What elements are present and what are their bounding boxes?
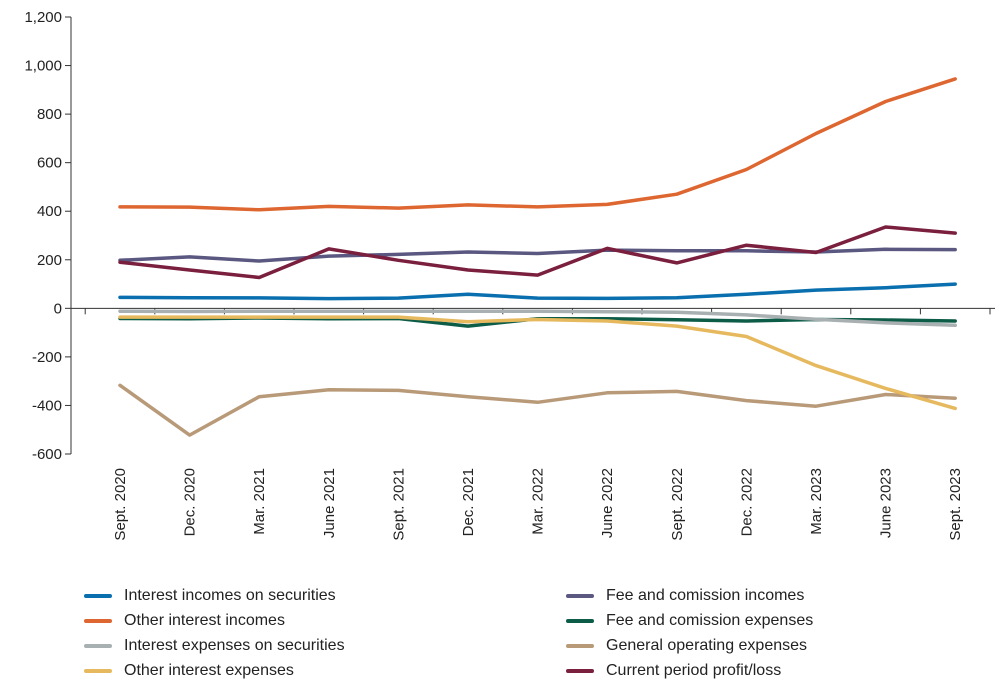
legend-item-fee-comission-expenses: Fee and comission expenses — [566, 610, 813, 632]
line-chart: 1,200 1,000 800 600 400 200 0 -200 -400 -600 Sept… — [24, 9, 995, 541]
legend-item-interest-expenses-securities: Interest expenses on securities — [84, 635, 345, 657]
legend-item-general-operating-expenses: General operating expenses — [566, 635, 807, 657]
series-line-other-interest-incomes — [118, 77, 957, 212]
chart-legend: Interest incomes on securities Other int… — [0, 580, 1003, 685]
series-lines — [118, 77, 957, 437]
x-tick-label: Mar. 2023 — [808, 468, 825, 535]
y-tick-label: 1,200 — [24, 9, 62, 26]
legend-label: Other interest incomes — [124, 612, 285, 629]
x-tick-label: June 2023 — [878, 468, 895, 538]
series-line-other-interest-expenses — [118, 315, 957, 411]
y-tick-label: 600 — [37, 155, 62, 172]
legend-item-other-interest-incomes: Other interest incomes — [84, 610, 285, 632]
legend-item-current-period-profit-loss: Current period profit/loss — [566, 660, 781, 682]
series-line-current-period-profit-loss — [118, 225, 957, 280]
legend-swatch — [84, 619, 112, 623]
legend-swatch — [84, 669, 112, 673]
legend-label: Other interest expenses — [124, 662, 294, 679]
legend-label: Fee and comission incomes — [606, 587, 805, 604]
series-line-general-operating-expenses — [118, 383, 957, 437]
legend-swatch — [566, 669, 594, 673]
legend-swatch — [84, 594, 112, 598]
y-tick-labels: 1,200 1,000 800 600 400 200 0 -200 -400 -600 — [24, 9, 62, 463]
y-tick-label: -600 — [32, 446, 62, 463]
x-tick-label: Mar. 2021 — [251, 468, 268, 535]
x-tick-label: June 2021 — [321, 468, 338, 538]
y-tick-label: -200 — [32, 349, 62, 366]
x-tick-labels: Sept. 2020 Dec. 2020 Mar. 2021 June 2021 Sep… — [112, 468, 964, 541]
x-tick-label: Sept. 2021 — [390, 468, 407, 541]
x-tick-label: Sept. 2022 — [669, 468, 686, 541]
x-tick-label: Sept. 2020 — [112, 468, 129, 541]
legend-label: Interest expenses on securities — [124, 637, 345, 654]
y-tick-label: -400 — [32, 397, 62, 414]
legend-label: Current period profit/loss — [606, 662, 782, 679]
legend-swatch — [566, 619, 594, 623]
legend-item-other-interest-expenses: Other interest expenses — [84, 660, 294, 682]
series-line-interest-incomes-on-securities — [118, 282, 957, 301]
y-tick-label: 1,000 — [24, 58, 62, 75]
legend-label: Fee and comission expenses — [606, 612, 814, 629]
y-tick-label: 400 — [37, 203, 62, 220]
legend-swatch — [566, 594, 594, 598]
x-tick-label: Dec. 2021 — [460, 468, 477, 536]
x-tick-label: June 2022 — [599, 468, 616, 538]
y-tick-label: 200 — [37, 252, 62, 269]
legend-item-fee-comission-incomes: Fee and comission incomes — [566, 585, 804, 607]
y-tick-label: 0 — [54, 300, 62, 317]
y-tick-label: 800 — [37, 106, 62, 123]
chart-axes — [65, 16, 995, 455]
x-tick-label: Sept. 2023 — [947, 468, 964, 541]
legend-swatch — [84, 644, 112, 648]
series-line-interest-expenses-on-securities — [118, 309, 957, 328]
legend-label: General operating expenses — [606, 637, 808, 654]
x-tick-label: Dec. 2020 — [182, 468, 199, 536]
series-line-fee-and-comission-incomes — [118, 247, 957, 263]
x-tick-label: Mar. 2022 — [530, 468, 547, 535]
x-tick-label: Dec. 2022 — [738, 468, 755, 536]
legend-item-interest-incomes-securities: Interest incomes on securities — [84, 585, 336, 607]
legend-swatch — [566, 644, 594, 648]
legend-label: Interest incomes on securities — [124, 587, 336, 604]
